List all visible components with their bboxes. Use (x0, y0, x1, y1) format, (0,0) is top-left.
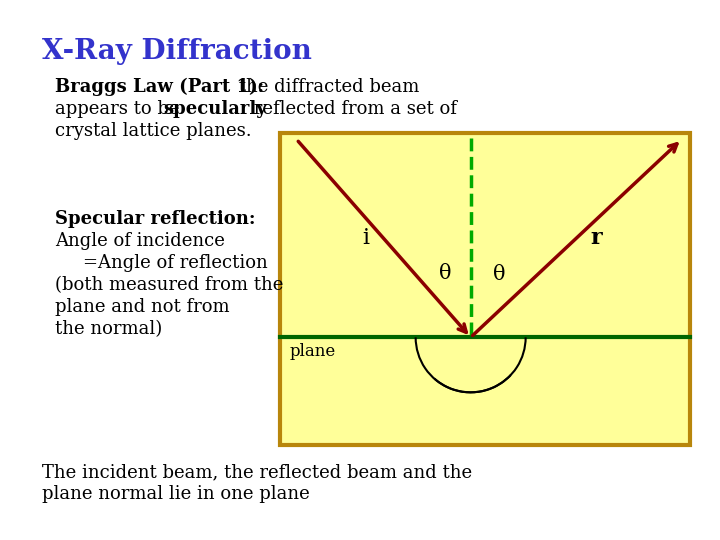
Text: θ: θ (492, 265, 505, 284)
Text: appears to be: appears to be (55, 100, 185, 118)
Text: the diffracted beam: the diffracted beam (233, 78, 419, 96)
Text: plane normal lie in one plane: plane normal lie in one plane (42, 485, 310, 503)
Text: specularly: specularly (163, 100, 266, 118)
Text: Angle of incidence: Angle of incidence (55, 232, 225, 250)
Text: Specular reflection:: Specular reflection: (55, 210, 256, 228)
Text: plane: plane (290, 343, 336, 360)
Text: The incident beam, the reflected beam and the: The incident beam, the reflected beam an… (42, 463, 472, 481)
Text: plane and not from: plane and not from (55, 298, 230, 316)
Text: crystal lattice planes.: crystal lattice planes. (55, 122, 251, 140)
Text: i: i (362, 227, 369, 249)
Text: X-Ray Diffraction: X-Ray Diffraction (42, 38, 312, 65)
Bar (280, 133, 690, 445)
Text: the normal): the normal) (55, 320, 162, 338)
Text: Braggs Law (Part 1):: Braggs Law (Part 1): (55, 78, 264, 96)
Text: reflected from a set of: reflected from a set of (248, 100, 457, 118)
Text: θ: θ (439, 264, 451, 283)
Text: r: r (590, 227, 602, 249)
Text: (both measured from the: (both measured from the (55, 276, 284, 294)
Text: =Angle of reflection: =Angle of reflection (83, 254, 268, 272)
